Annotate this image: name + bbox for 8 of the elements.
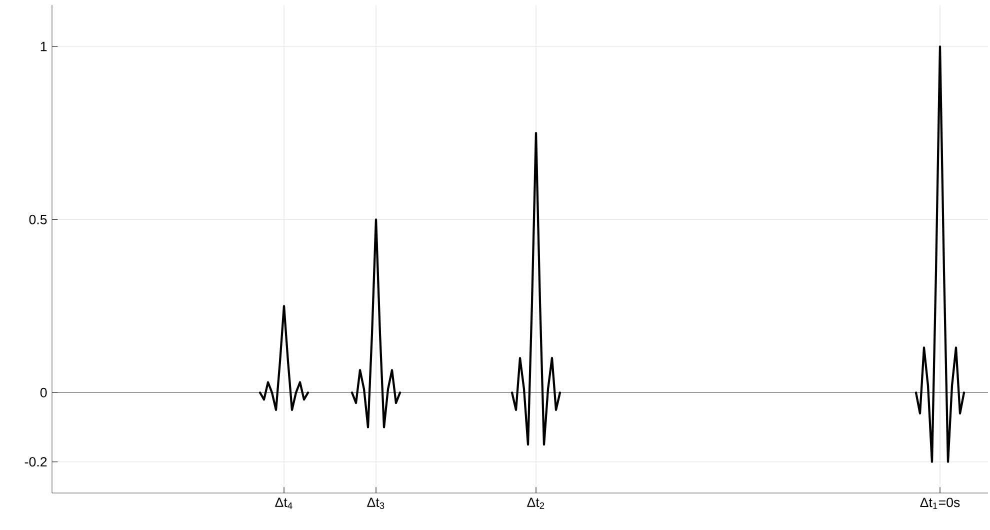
y-tick-label: 0.5: [29, 214, 47, 224]
x-tick-label: Δt$_{2}$: [527, 498, 544, 509]
y-tick-label: 1: [40, 42, 47, 52]
y-tick-label: -0.2: [24, 457, 47, 467]
y-tick-label: 0: [40, 388, 47, 398]
x-tick-label: Δt$_{4}$: [275, 498, 292, 509]
x-tick-label: Δt$_{3}$: [367, 498, 384, 509]
x-tick-label: Δt$_{1}$=0s: [920, 498, 960, 510]
